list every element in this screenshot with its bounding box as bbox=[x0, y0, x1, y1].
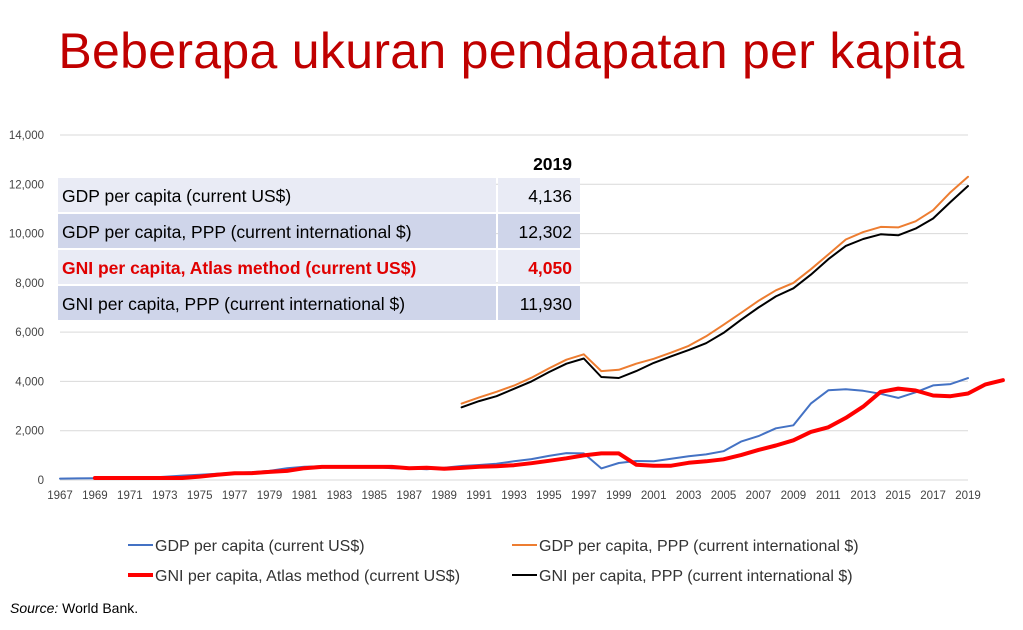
source-note: Source: World Bank. bbox=[10, 600, 138, 616]
y-tick-label: 6,000 bbox=[15, 327, 44, 339]
table-row-label-cell bbox=[58, 178, 496, 212]
y-tick-label: 2,000 bbox=[15, 426, 44, 438]
y-tick-label: 8,000 bbox=[15, 278, 44, 290]
y-tick-label: 14,000 bbox=[9, 130, 44, 142]
x-tick-label: 2001 bbox=[641, 490, 667, 502]
table-row-value: 4,136 bbox=[528, 186, 572, 206]
series-line bbox=[460, 175, 969, 405]
x-axis-ticks: 1967 1969 1971 1973 1975 1977 1979 1981 1983 1985… bbox=[47, 490, 981, 502]
table-row-label-cell bbox=[58, 250, 496, 284]
table-row-label: GNI per capita, Atlas method (current US… bbox=[62, 258, 416, 278]
x-tick-label: 1971 bbox=[117, 490, 143, 502]
source-text: World Bank. bbox=[58, 600, 139, 616]
y-tick-label: 0 bbox=[38, 475, 44, 487]
table-row-label: GDP per capita (current US$) bbox=[62, 186, 291, 206]
x-tick-label: 1999 bbox=[606, 490, 632, 502]
chart-legend: GDP per capita (current US$) GDP per capi… bbox=[128, 538, 859, 585]
table-row-value: 4,050 bbox=[528, 258, 572, 278]
x-tick-label: 1977 bbox=[222, 490, 248, 502]
x-tick-label: 1975 bbox=[187, 490, 213, 502]
x-tick-label: 1967 bbox=[47, 490, 73, 502]
table-row-value-cell bbox=[498, 178, 580, 212]
series-line bbox=[92, 378, 1005, 480]
x-tick-label: 1983 bbox=[327, 490, 353, 502]
x-tick-label: 2011 bbox=[816, 490, 841, 502]
series-lines bbox=[59, 175, 1005, 480]
x-tick-label: 2019 bbox=[955, 490, 981, 502]
x-tick-label: 1995 bbox=[536, 490, 562, 502]
x-tick-label: 1979 bbox=[257, 490, 283, 502]
x-tick-label: 1973 bbox=[152, 490, 178, 502]
x-tick-label: 2003 bbox=[676, 490, 702, 502]
legend-label: GDP per capita, PPP (current internation… bbox=[539, 538, 859, 555]
data-table-2019: 2019 GDP per capita (current US$) 4,136 GDP… bbox=[58, 154, 580, 320]
table-row-value: 11,930 bbox=[520, 294, 572, 314]
legend-label: GNI per capita, PPP (current internation… bbox=[539, 568, 853, 585]
x-tick-label: 1989 bbox=[431, 490, 457, 502]
table-row-value-cell bbox=[498, 286, 580, 320]
table-header-year: 2019 bbox=[533, 154, 572, 174]
series-line bbox=[460, 185, 969, 409]
x-tick-label: 1969 bbox=[82, 490, 108, 502]
table-row-label-cell bbox=[58, 286, 496, 320]
y-tick-label: 10,000 bbox=[9, 229, 44, 241]
page-title: Beberapa ukuran pendapatan per kapita bbox=[58, 23, 965, 79]
legend-label: GNI per capita, Atlas method (current US… bbox=[155, 568, 460, 585]
x-tick-label: 2005 bbox=[711, 490, 737, 502]
table-row-value: 12,302 bbox=[518, 222, 572, 242]
x-tick-label: 1991 bbox=[466, 490, 492, 502]
y-tick-label: 4,000 bbox=[15, 376, 44, 388]
table-row-label: GDP per capita, PPP (current internation… bbox=[62, 222, 412, 242]
x-tick-label: 2015 bbox=[885, 490, 911, 502]
y-tick-label: 12,000 bbox=[9, 179, 44, 191]
y-axis-ticks: 0 2,000 4,000 6,000 8,000 10,000 12,000 14,000 bbox=[9, 130, 44, 487]
legend-label: GDP per capita (current US$) bbox=[155, 538, 365, 555]
x-tick-label: 1981 bbox=[292, 490, 318, 502]
table-row-value-cell bbox=[498, 214, 580, 248]
table-row-value-cell bbox=[498, 250, 580, 284]
x-tick-label: 1985 bbox=[362, 490, 388, 502]
table-row-label: GNI per capita, PPP (current internation… bbox=[62, 294, 405, 314]
x-tick-label: 2007 bbox=[746, 490, 772, 502]
x-tick-label: 2009 bbox=[781, 490, 807, 502]
table-row-label-cell bbox=[58, 214, 496, 248]
source-label: Source: bbox=[10, 600, 59, 616]
x-tick-label: 1987 bbox=[396, 490, 422, 502]
x-tick-label: 2017 bbox=[920, 490, 946, 502]
x-tick-label: 2013 bbox=[850, 490, 876, 502]
x-tick-label: 1997 bbox=[571, 490, 597, 502]
x-tick-label: 1993 bbox=[501, 490, 527, 502]
